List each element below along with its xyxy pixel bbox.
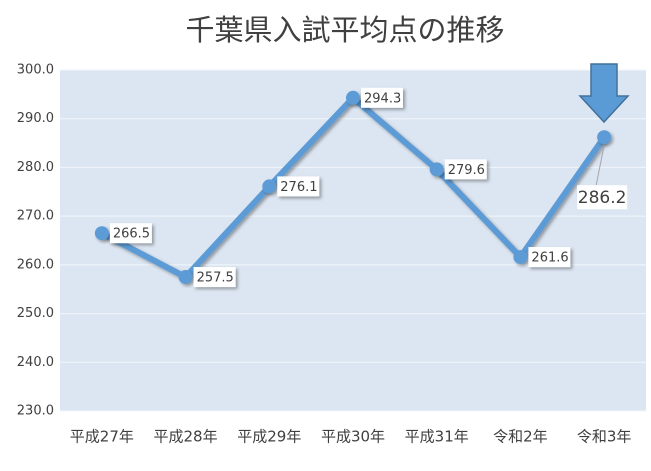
label-box: [528, 247, 571, 268]
data-label: 276.1: [280, 180, 317, 195]
label-box: [577, 185, 628, 210]
point: [94, 226, 109, 241]
x-tick-label: 平成28年: [154, 428, 218, 446]
x-tick-label: 平成30年: [321, 428, 385, 446]
y-tick-label: 300.0: [17, 63, 54, 78]
chart-title: 千葉県入試平均点の推移: [185, 13, 504, 47]
highlight-arrow: [578, 63, 630, 124]
data-label: 261.6: [531, 251, 568, 266]
point: [429, 162, 444, 177]
y-tick-label: 280.0: [17, 160, 54, 175]
x-tick-label: 令和3年: [577, 428, 632, 446]
point: [262, 179, 277, 194]
label-box: [277, 176, 320, 197]
data-label: 266.5: [113, 227, 150, 242]
label-box: [361, 87, 403, 108]
plot-area: [60, 70, 646, 411]
y-tick-label: 270.0: [17, 209, 54, 224]
y-tick-label: 250.0: [17, 306, 54, 321]
point: [346, 90, 360, 105]
data-label: 286.2: [578, 188, 627, 208]
x-tick-label: 令和2年: [493, 428, 548, 446]
point: [597, 130, 612, 145]
x-tick-label: 平成27年: [70, 428, 134, 446]
point: [513, 250, 528, 265]
data-label: 257.5: [197, 271, 234, 286]
point: [178, 270, 193, 285]
x-tick-label: 平成31年: [405, 428, 469, 446]
y-tick-label: 240.0: [17, 355, 54, 370]
label-box: [444, 159, 487, 180]
y-tick-label: 260.0: [17, 257, 54, 272]
data-label: 294.3: [364, 91, 401, 106]
y-tick-label: 230.0: [17, 404, 54, 419]
data-label: 279.6: [448, 163, 485, 178]
x-tick-label: 平成29年: [237, 428, 301, 446]
label-box: [109, 223, 152, 244]
y-tick-label: 290.0: [17, 111, 54, 126]
label-box: [193, 267, 236, 288]
leader-line: [595, 145, 605, 186]
